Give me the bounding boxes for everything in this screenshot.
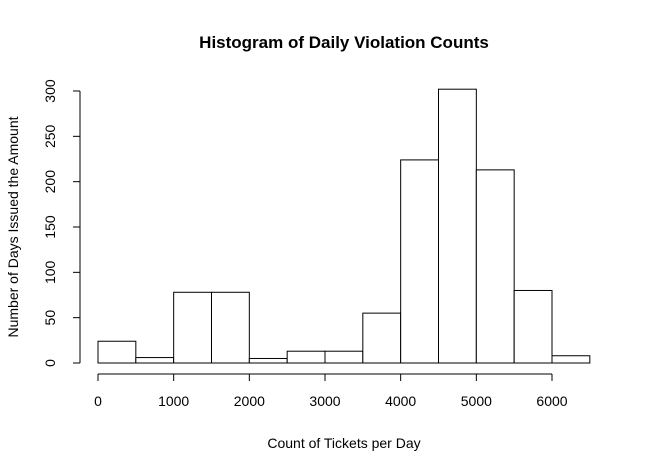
y-tick-label-3: 150 <box>42 215 58 239</box>
y-axis-label: Number of Days Issued the Amount <box>5 116 21 337</box>
histogram-bar-9 <box>438 88 477 364</box>
histogram-bar-5 <box>286 350 326 364</box>
histogram-bar-10 <box>475 169 515 364</box>
y-tick-label-2: 100 <box>42 260 58 284</box>
histogram-bar-11 <box>513 289 553 364</box>
histogram-bar-6 <box>324 350 364 364</box>
histogram-bar-2 <box>173 291 212 364</box>
histogram-bar-1 <box>135 357 175 364</box>
x-tick-label-6: 6000 <box>536 393 567 409</box>
histogram-bar-3 <box>211 291 250 364</box>
y-tick-label-4: 200 <box>42 170 58 194</box>
x-tick-label-2: 2000 <box>234 393 265 409</box>
histogram-bar-0 <box>97 340 137 364</box>
y-tick-label-5: 250 <box>42 124 58 148</box>
x-tick-label-1: 1000 <box>158 393 189 409</box>
histogram-bar-4 <box>248 357 288 364</box>
y-tick-label-1: 50 <box>42 310 58 326</box>
y-axis: 0 50 100 150 200 250 300 <box>42 79 81 367</box>
x-tick-label-3: 3000 <box>309 393 340 409</box>
histogram-bar-7 <box>362 312 402 364</box>
histogram-bar-8 <box>400 159 440 364</box>
chart-title: Histogram of Daily Violation Counts <box>199 33 489 52</box>
x-axis: 0 1000 2000 3000 4000 5000 6000 <box>94 373 568 409</box>
y-tick-label-0: 0 <box>42 359 58 367</box>
x-tick-label-5: 5000 <box>461 393 492 409</box>
y-tick-label-6: 300 <box>42 79 58 103</box>
bars-group <box>97 88 591 364</box>
x-tick-label-4: 4000 <box>385 393 416 409</box>
x-axis-label: Count of Tickets per Day <box>267 435 420 451</box>
histogram-bar-12 <box>551 355 591 364</box>
x-tick-label-0: 0 <box>94 393 102 409</box>
